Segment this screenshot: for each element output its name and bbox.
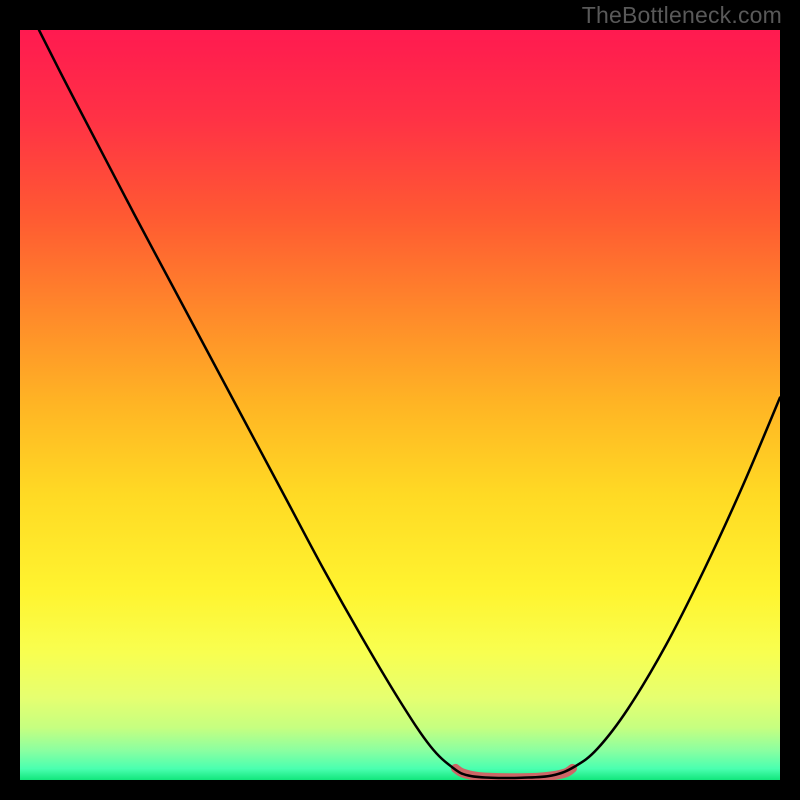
outer-frame: TheBottleneck.com [0, 0, 800, 800]
gradient-background [20, 30, 780, 780]
plot-area [20, 30, 780, 780]
attribution-text: TheBottleneck.com [582, 0, 782, 30]
chart-svg [20, 30, 780, 780]
